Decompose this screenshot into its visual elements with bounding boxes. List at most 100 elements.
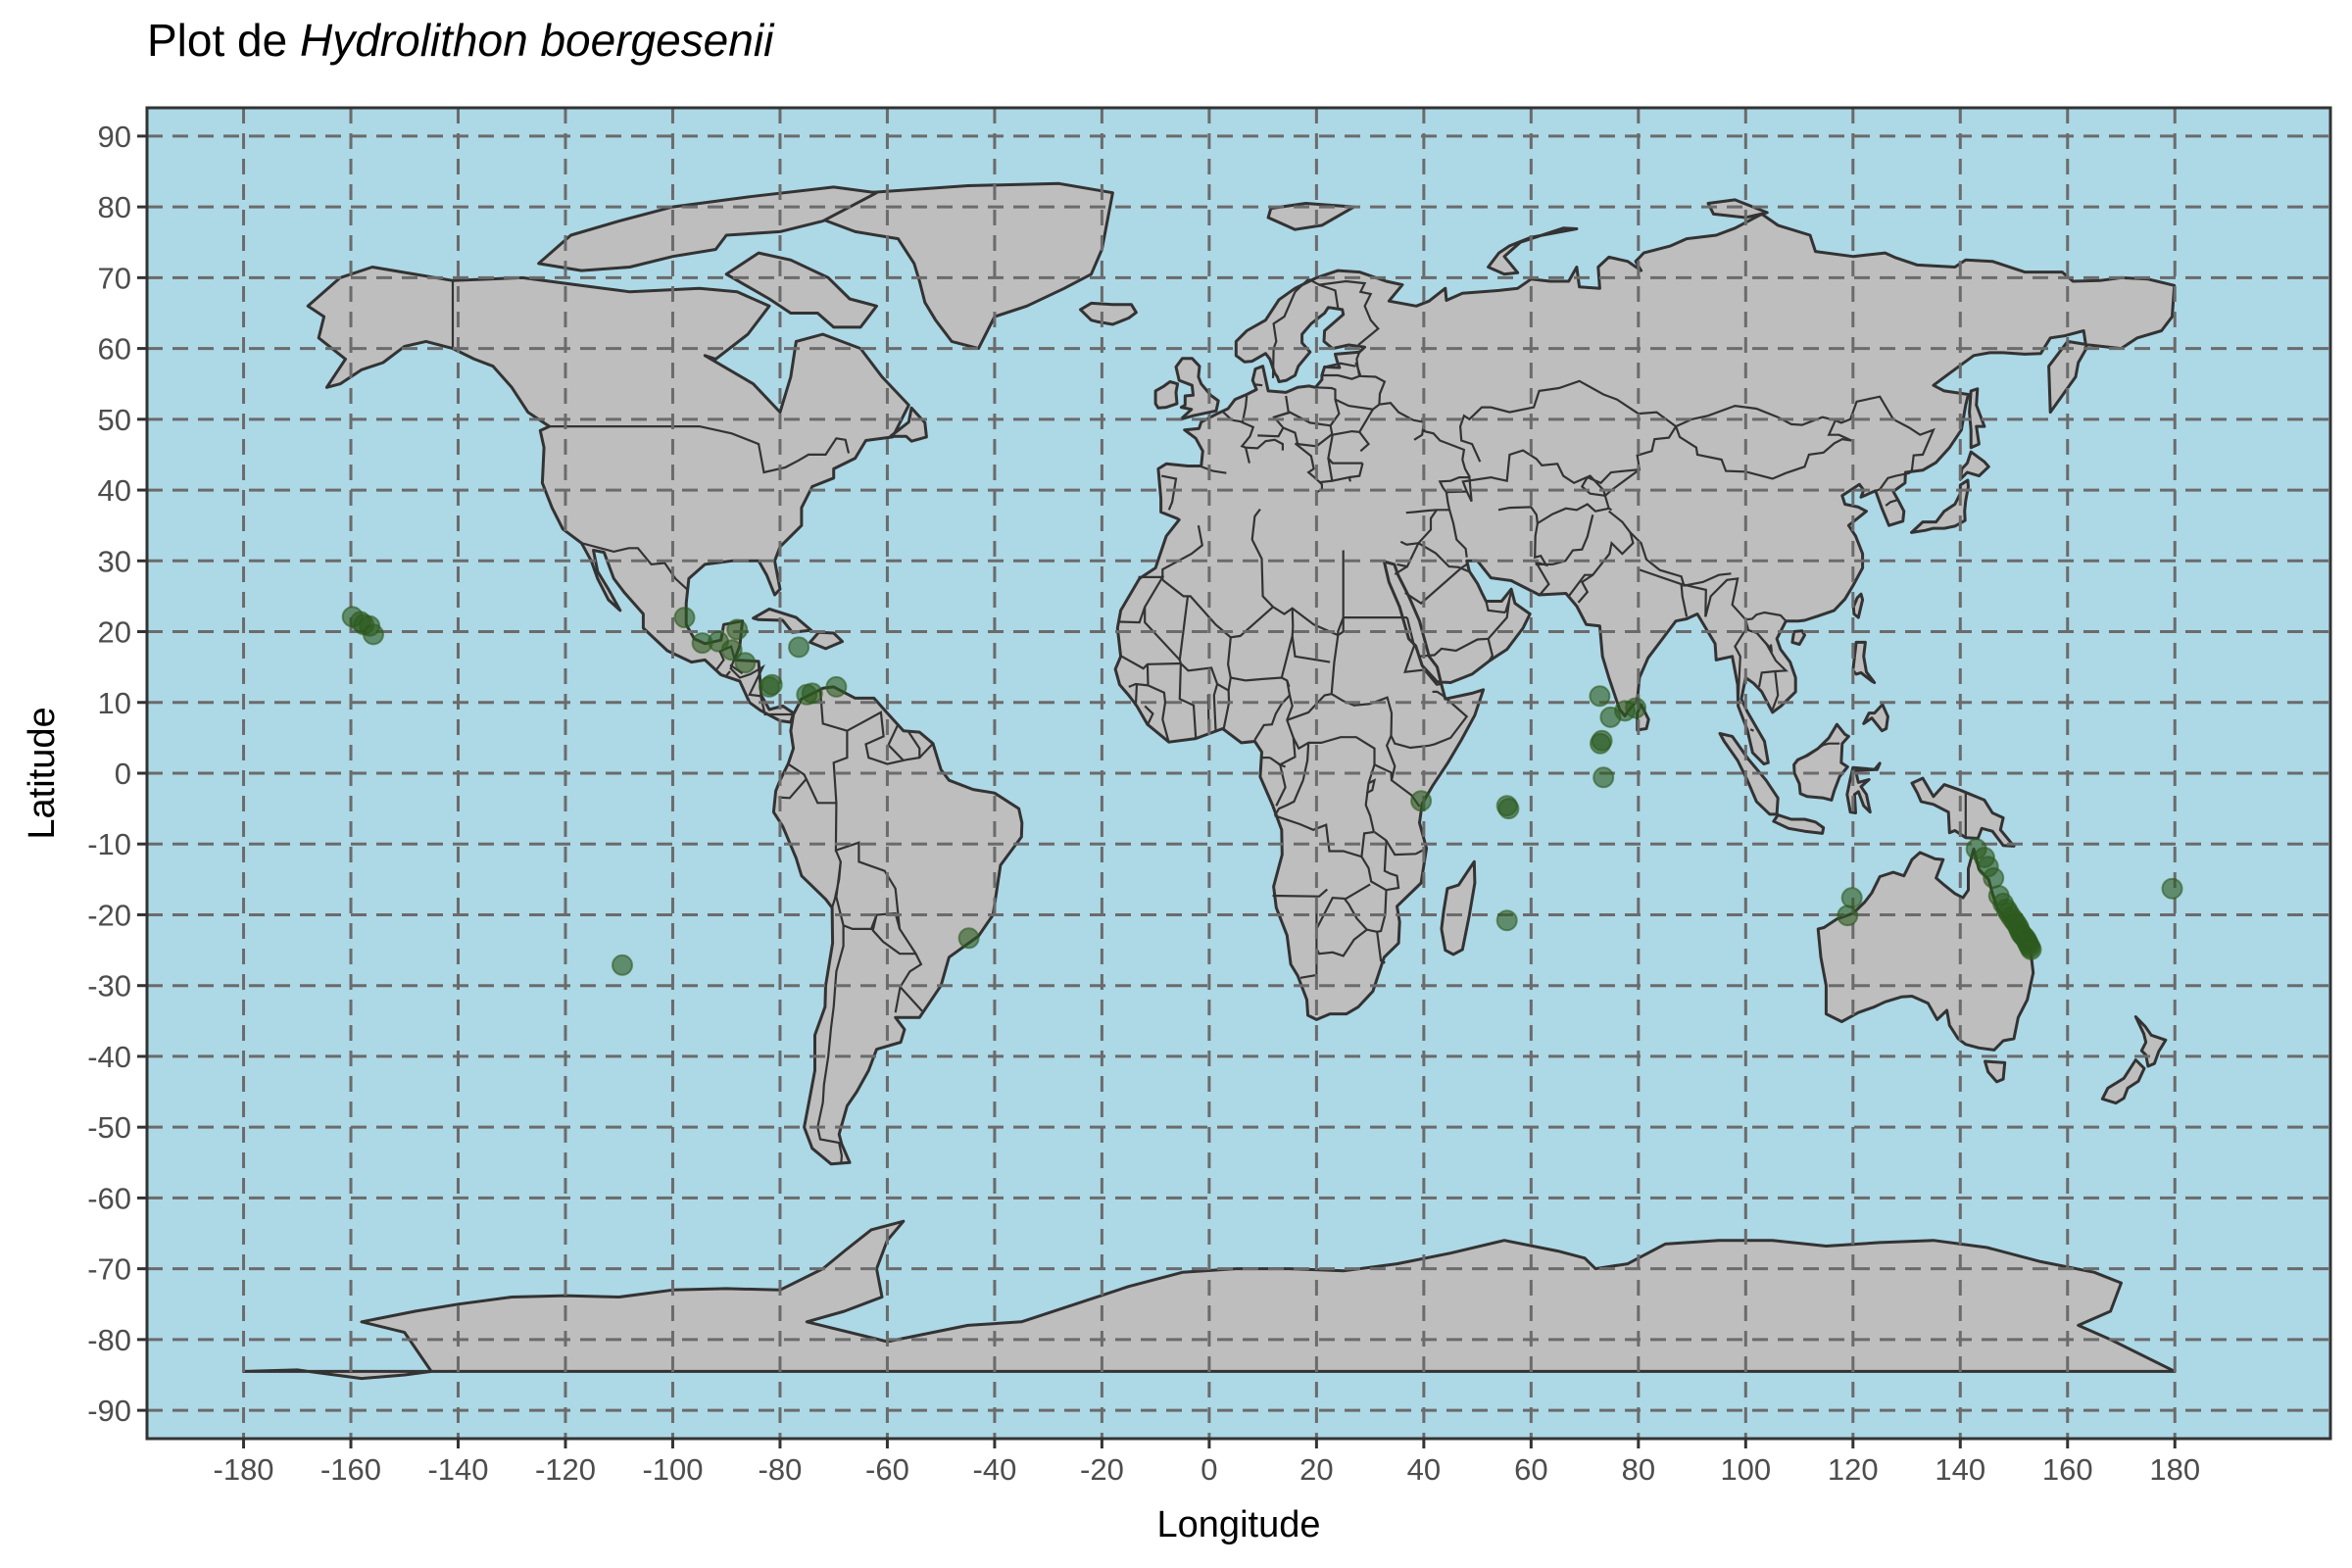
land-greenland [815,181,1114,351]
country-border [1327,458,1351,483]
occurrence-point [363,623,384,646]
y-tick-label: -30 [87,969,131,1004]
y-tick-label: 90 [98,120,131,154]
country-border [1745,611,1788,622]
country-border [1273,742,1310,816]
occurrence-point [734,652,757,674]
country-border [846,710,934,765]
y-tick-label: 60 [98,332,131,367]
country-border [1603,468,1641,512]
country-border [1241,395,1249,423]
land-new-guinea [1910,776,2016,848]
country-border [894,986,902,1013]
occurrence-point [1625,697,1647,719]
country-border [1373,831,1428,857]
country-border [1269,757,1287,807]
country-border [1272,888,1329,898]
occurrence-point [801,682,823,705]
country-border [1497,506,1550,596]
country-border [834,803,923,1012]
country-border [787,689,849,805]
country-border [778,778,808,800]
country-border [1365,778,1377,795]
y-tick-label: -90 [87,1394,131,1428]
country-border [1274,814,1375,858]
land-mindanao [1862,703,1889,733]
land-sakhalin [1968,387,1986,450]
land-newfoundland [889,406,928,443]
x-tick-label: -180 [214,1452,274,1487]
country-border [1485,601,1506,614]
y-axis: -90 -80 -70 -60 -50 -40 -30 -20 -10 0 10 20 30 40 50 60… [87,120,147,1428]
y-tick-label: 80 [98,190,131,224]
land-baffin-island [724,251,878,329]
land-hokkaido [1958,450,1990,481]
land-antarctica [242,1219,2177,1381]
country-border [1358,431,1370,453]
land-iceland [1079,301,1138,326]
country-border [1144,705,1154,726]
x-tick-label: 120 [1828,1452,1879,1487]
x-tick-label: -100 [642,1452,703,1487]
country-border [1567,573,1593,598]
land-ireland [1153,380,1180,410]
country-border [1257,395,1291,438]
country-border [1134,683,1139,707]
country-border [1487,638,1494,662]
occurrence-point [2161,877,2183,900]
country-border [907,731,921,759]
country-border [1734,628,1747,700]
y-tick-label: -60 [87,1181,131,1215]
country-border [1318,279,1380,346]
country-border [1178,662,1198,738]
country-border [1146,663,1170,744]
land-new-zealand-south [2100,1058,2146,1105]
country-border [1286,634,1340,721]
land-layer [242,181,2177,1381]
country-border [1403,616,1441,686]
country-border [1291,635,1331,663]
country-border [1771,670,1780,710]
country-border [816,925,845,1163]
x-tick-label: 100 [1720,1452,1771,1487]
country-border [1675,419,1852,480]
grid-layer [147,108,2330,1439]
country-border [1246,438,1285,451]
country-border [1277,695,1297,768]
country-border [1418,597,1511,658]
country-border [1271,277,1340,378]
country-border [1675,395,1936,474]
country-border [1681,583,1707,617]
country-border [1315,928,1368,957]
occurrence-point [1837,905,1859,927]
occurrence-point [720,639,743,662]
country-border [1319,479,1333,484]
land-tasmania [1984,1059,2007,1084]
country-border [1432,690,1444,697]
occurrence-point [957,927,980,950]
country-border [1504,591,1513,613]
country-border [1448,509,1468,558]
country-border [1348,463,1364,479]
occurrence-point [825,675,848,698]
x-tick-label: 60 [1514,1452,1547,1487]
y-tick-label: 20 [98,615,131,650]
occurrence-point [1840,887,1863,909]
x-tick-label: 180 [2149,1452,2200,1487]
country-border [1399,509,1438,546]
land-luzon [1851,640,1877,684]
occurrence-point [726,618,749,641]
y-tick-label: -80 [87,1323,131,1357]
country-border [1161,578,1274,639]
country-border [1422,421,1471,478]
country-border [1405,476,1470,514]
country-border [1885,499,1898,507]
land-severnaya-zemlya [1706,198,1769,220]
country-border [1535,514,1594,566]
occurrence-point [2020,938,2042,960]
country-border [1344,883,1371,901]
occurrence-point [1983,866,2005,889]
x-tick-label: 0 [1200,1452,1217,1487]
